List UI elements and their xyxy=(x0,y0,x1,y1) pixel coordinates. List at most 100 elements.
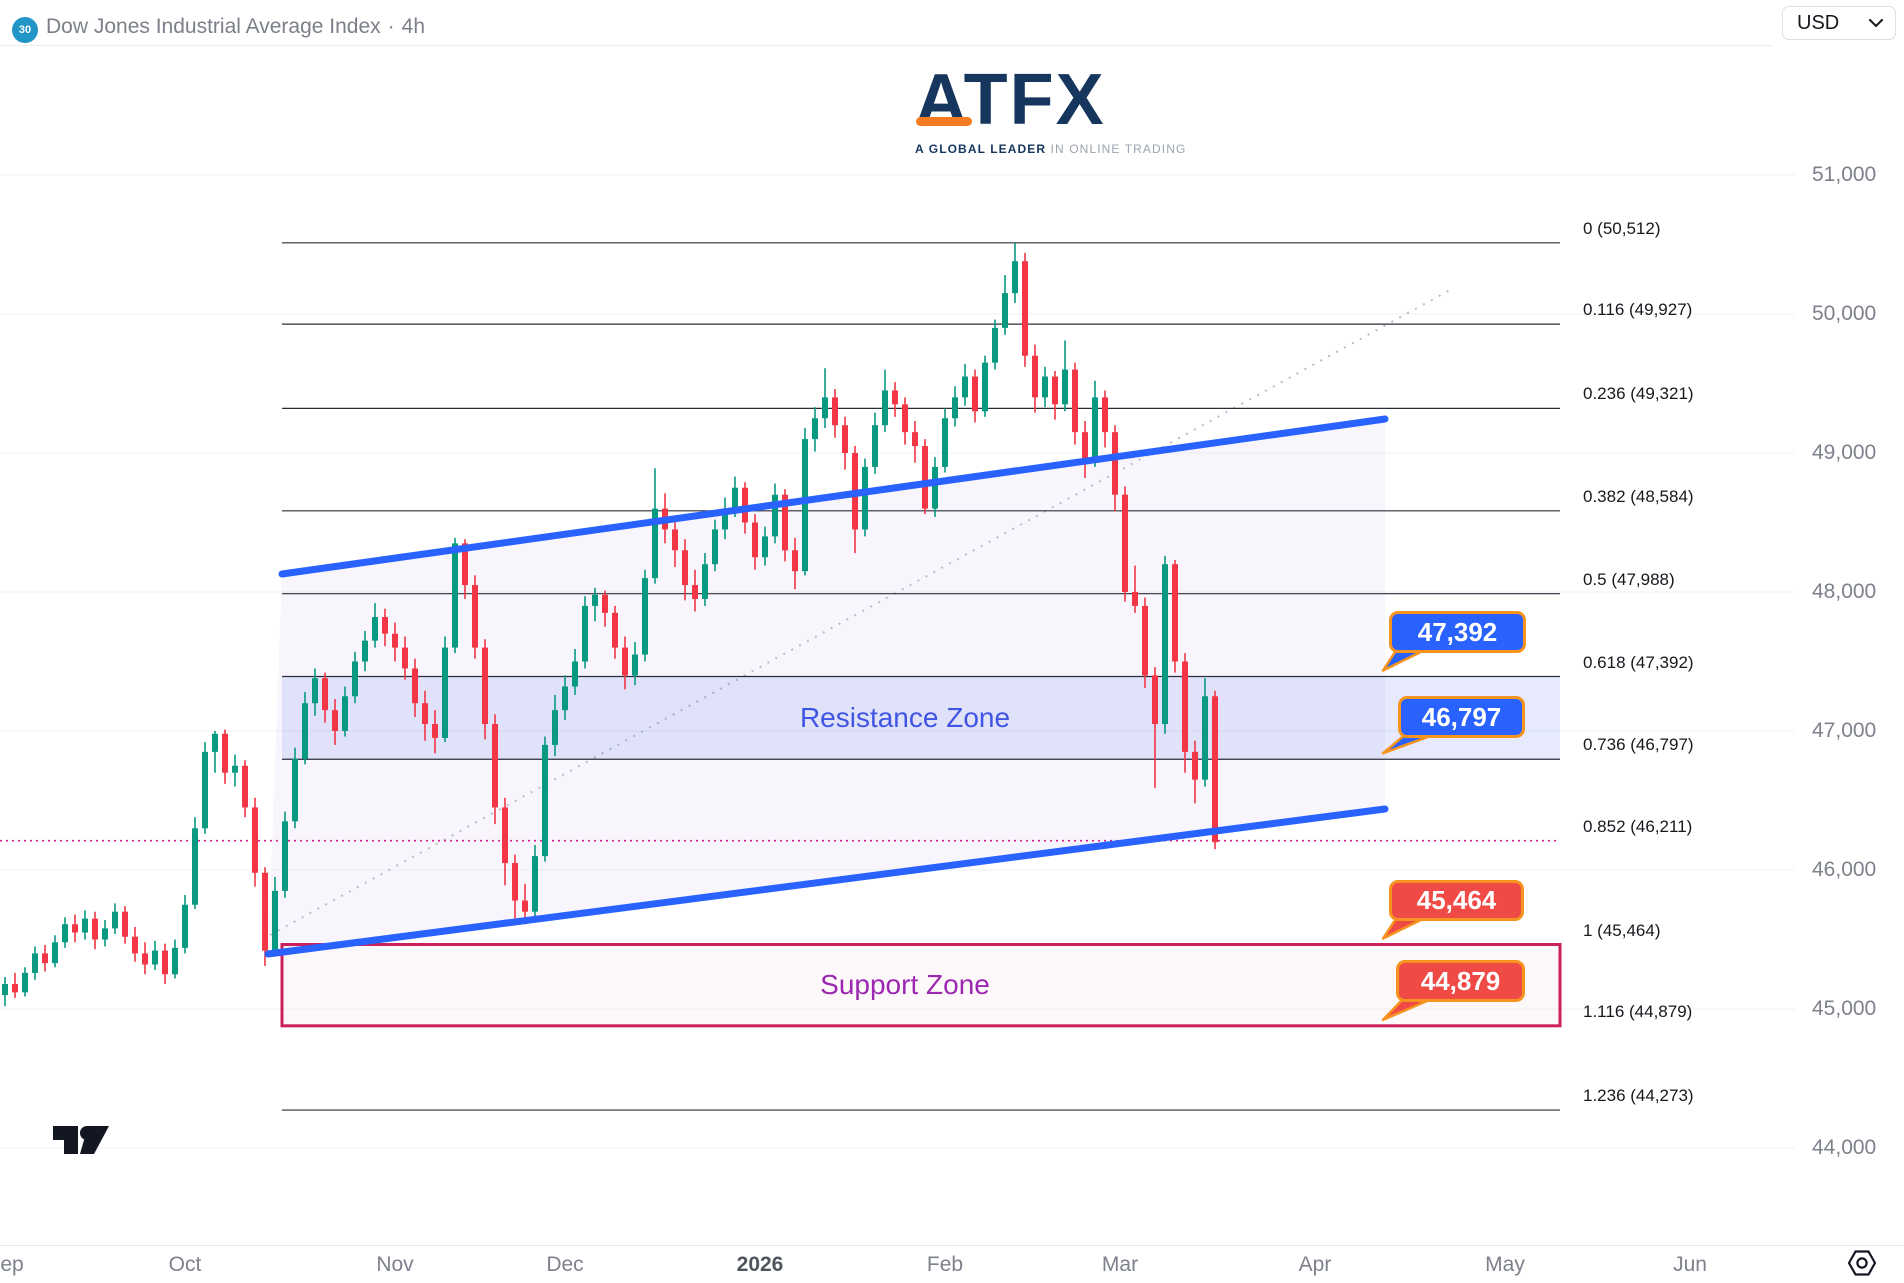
candle-body xyxy=(1092,397,1098,460)
candle-body xyxy=(812,418,818,440)
candle-body xyxy=(882,390,888,426)
candle-body xyxy=(192,828,198,905)
candle-body xyxy=(372,617,378,641)
candle-body xyxy=(722,508,728,530)
candle-body xyxy=(82,918,88,933)
candle-body xyxy=(492,724,498,808)
candle-body xyxy=(822,397,828,419)
lower-trendline[interactable] xyxy=(264,805,1389,958)
candle-body xyxy=(322,678,328,711)
candle-body xyxy=(762,536,768,558)
candle-body xyxy=(32,953,38,973)
candle-body xyxy=(142,953,148,965)
candle-body xyxy=(72,924,78,933)
candle-body xyxy=(1122,494,1128,592)
candle-body xyxy=(1212,696,1218,843)
candle-body xyxy=(1162,564,1168,725)
candle-body xyxy=(1142,605,1148,676)
candle-body xyxy=(582,605,588,662)
candle-body xyxy=(102,928,108,940)
candle-body xyxy=(12,983,18,993)
candle-body xyxy=(982,362,988,412)
symbol-name: Dow Jones Industrial Average Index xyxy=(46,15,381,38)
candle-body xyxy=(402,647,408,669)
atfx-wordmark: ATFX xyxy=(915,60,1106,140)
candle-body xyxy=(172,947,178,975)
candle-body xyxy=(1112,432,1118,495)
atfx-logo: ATFX A GLOBAL LEADER IN ONLINE TRADING xyxy=(915,60,1185,156)
candle-body xyxy=(332,710,338,731)
candle-body xyxy=(782,494,788,551)
candle-body xyxy=(832,397,838,426)
candle-body xyxy=(542,744,548,857)
candle-body xyxy=(772,494,778,537)
currency-select[interactable]: USD xyxy=(1782,6,1896,40)
candle-body xyxy=(732,487,738,509)
candle-body xyxy=(702,564,708,599)
candle-body xyxy=(362,640,368,662)
candle-body xyxy=(802,439,808,572)
atfx-tagline-bold: A GLOBAL LEADER xyxy=(915,142,1047,156)
candle-body xyxy=(342,696,348,731)
candle-body xyxy=(612,612,618,648)
candle-body xyxy=(2,983,8,996)
candle-body xyxy=(962,376,968,398)
upper-trendline[interactable] xyxy=(278,415,1389,578)
candle-body xyxy=(602,594,608,613)
candle-body xyxy=(352,661,358,697)
time-axis-divider xyxy=(0,1245,1904,1246)
candle-body xyxy=(1132,592,1138,606)
candle-body xyxy=(532,856,538,912)
candle-body xyxy=(912,432,918,447)
title-separator: · xyxy=(387,15,395,38)
candle-body xyxy=(42,953,48,964)
candle-body xyxy=(252,807,258,873)
symbol-title[interactable]: Dow Jones Industrial Average Index · 4h xyxy=(46,15,425,39)
candle-body xyxy=(302,703,308,759)
candle-body xyxy=(472,585,478,648)
candle-body xyxy=(242,765,248,808)
candle-body xyxy=(272,890,278,951)
candle-body xyxy=(452,543,458,648)
candle-body xyxy=(462,543,468,586)
candle-body xyxy=(652,508,658,579)
candle-body xyxy=(222,733,228,773)
candle-body xyxy=(1152,675,1158,725)
candle-body xyxy=(972,376,978,412)
candle-body xyxy=(152,950,158,965)
candle-body xyxy=(502,807,508,864)
callout-tail xyxy=(1381,915,1429,940)
candle-body xyxy=(522,900,528,912)
candle-body xyxy=(422,703,428,725)
candle-body xyxy=(262,872,268,951)
candle-body xyxy=(1042,376,1048,398)
callout-tail xyxy=(1381,647,1429,672)
candle-body xyxy=(842,425,848,453)
candle-body xyxy=(942,418,948,467)
candle-body xyxy=(292,758,298,822)
candle-body xyxy=(712,529,718,565)
candle-body xyxy=(392,633,398,648)
candle-body xyxy=(412,668,418,704)
candle-body xyxy=(872,425,878,467)
candle-body xyxy=(1172,564,1178,662)
candle-body xyxy=(232,765,238,773)
candle-body xyxy=(752,522,758,558)
candle-body xyxy=(922,446,928,509)
candle-body xyxy=(162,950,168,975)
candle-body xyxy=(862,466,868,530)
support-zone[interactable] xyxy=(280,943,1562,1028)
candle-body xyxy=(132,936,138,954)
interval-label: 4h xyxy=(401,15,426,38)
resistance-zone[interactable] xyxy=(282,676,1560,760)
candle-body xyxy=(202,751,208,829)
atfx-orange-dash-icon xyxy=(916,117,972,126)
atfx-tagline-rest: IN ONLINE TRADING xyxy=(1046,142,1187,156)
header-divider xyxy=(0,45,1772,46)
candle-body xyxy=(672,529,678,551)
symbol-logo-badge[interactable]: 30 xyxy=(12,17,38,43)
candle-body xyxy=(1182,661,1188,752)
candle-body xyxy=(692,585,698,599)
candle-body xyxy=(482,647,488,725)
